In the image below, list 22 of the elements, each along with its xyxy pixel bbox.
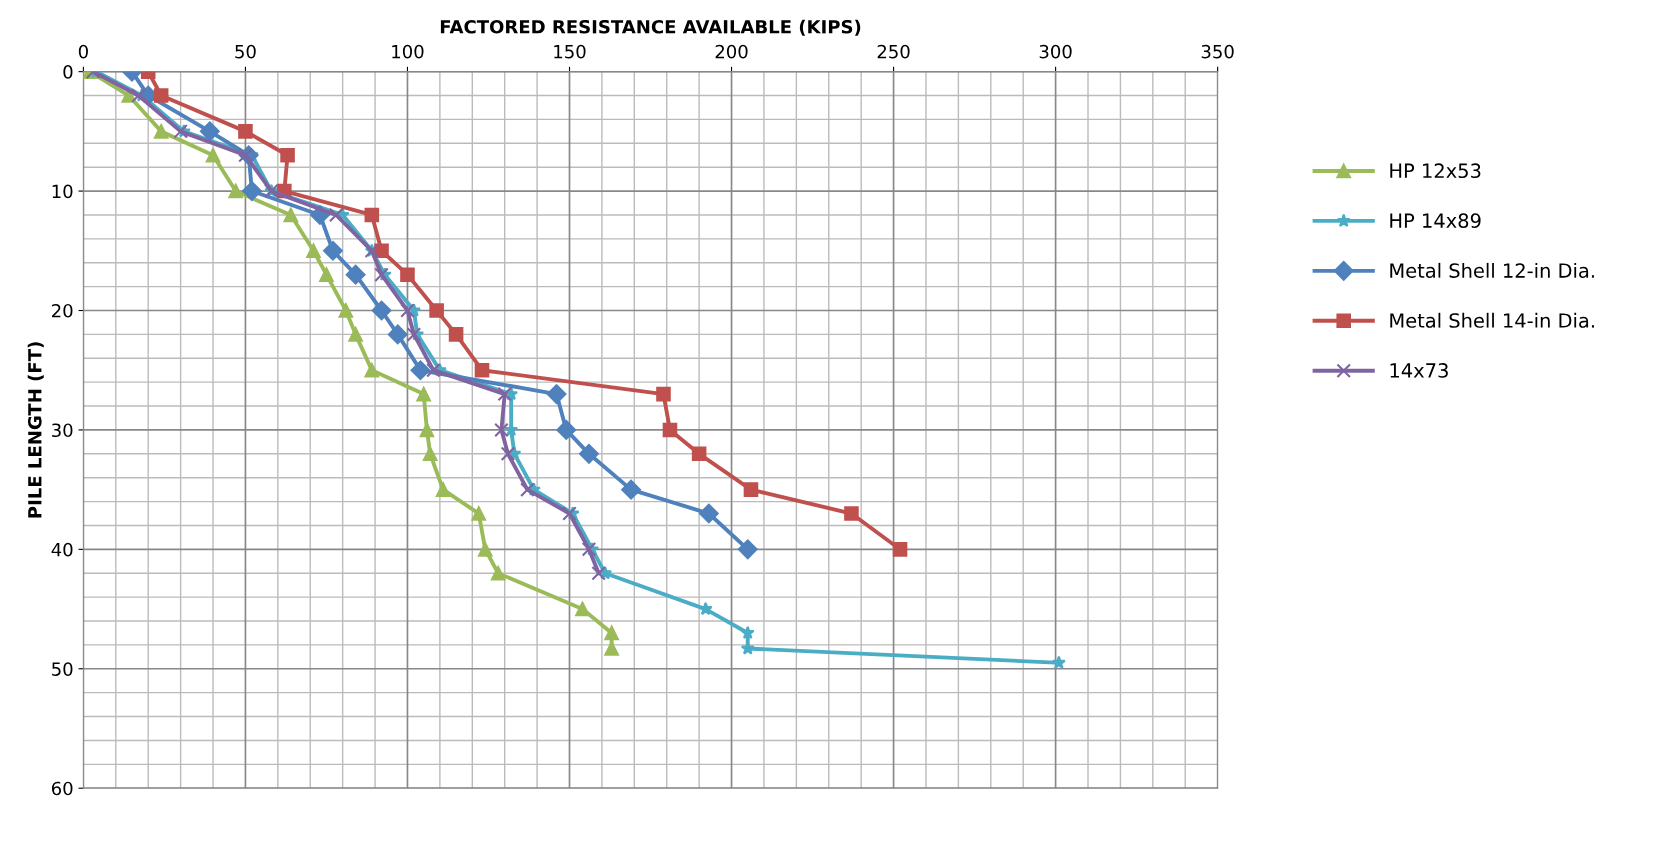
- x-tick-label: 300: [1039, 44, 1072, 59]
- x-tick-label: 200: [715, 44, 748, 59]
- y-tick-label: 20: [52, 303, 73, 318]
- x-tick-label: 250: [877, 44, 910, 59]
- x-tick-label: 150: [554, 44, 586, 59]
- x-axis-title: FACTORED RESISTANCE AVAILABLE (KIPS): [440, 19, 861, 36]
- y-tick-label: 10: [52, 184, 73, 199]
- y-tick-label: 60: [51, 781, 73, 796]
- legend-label: Metal Shell 12-in Dia.: [1390, 262, 1594, 278]
- legend-label: HP 12x53: [1390, 163, 1481, 179]
- legend-label: Metal Shell 14-in Dia.: [1390, 312, 1594, 328]
- y-tick-label: 0: [63, 65, 73, 79]
- y-tick-label: 30: [52, 423, 73, 438]
- x-tick-label: 0: [78, 44, 88, 59]
- y-tick-label: 50: [52, 662, 73, 676]
- legend-label: HP 14x89: [1390, 213, 1481, 228]
- x-tick-label: 50: [235, 44, 256, 59]
- y-tick-label: 40: [51, 542, 73, 557]
- legend-label: 14x73: [1390, 363, 1448, 378]
- y-axis-title: PILE LENGTH (FT): [27, 342, 44, 518]
- x-tick-label: 100: [392, 44, 424, 59]
- x-tick-label: 350: [1201, 44, 1234, 59]
